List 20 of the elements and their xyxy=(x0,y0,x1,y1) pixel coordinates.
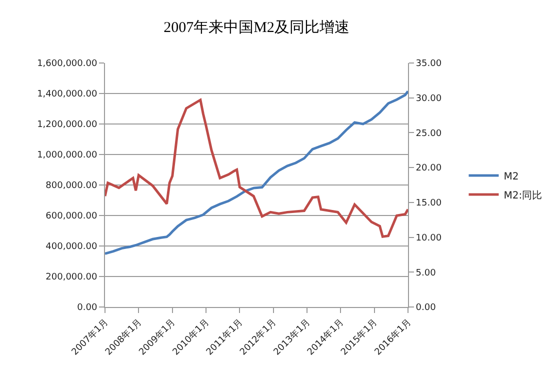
chart-title: 2007年来中国M2及同比增速 xyxy=(164,19,350,36)
y-tick-label: 400,000.00 xyxy=(46,242,98,252)
y2-tick-label: 10.00 xyxy=(416,233,442,244)
y2-tick-label: 15.00 xyxy=(416,198,442,209)
y2-tick-label: 25.00 xyxy=(416,128,442,139)
legend-label: M2 xyxy=(504,171,519,182)
y2-tick-label: 30.00 xyxy=(416,94,442,104)
y2-tick-label: 20.00 xyxy=(416,164,442,174)
y-tick-label: 200,000.00 xyxy=(46,272,98,283)
y-tick-label: 1,000,000.00 xyxy=(37,150,98,161)
y-tick-label: 1,200,000.00 xyxy=(37,120,98,130)
y-tick-label: 600,000.00 xyxy=(46,212,98,222)
legend-label: M2:同比 xyxy=(504,189,542,202)
y2-tick-label: 5.00 xyxy=(416,268,436,278)
y-tick-label: 1,400,000.00 xyxy=(37,90,98,100)
y-tick-label: 0.00 xyxy=(77,303,98,314)
y2-tick-label: 35.00 xyxy=(416,59,442,70)
y-tick-label: 1,600,000.00 xyxy=(37,59,98,70)
y2-tick-label: 0.00 xyxy=(416,303,436,314)
y-tick-label: 800,000.00 xyxy=(46,181,98,192)
